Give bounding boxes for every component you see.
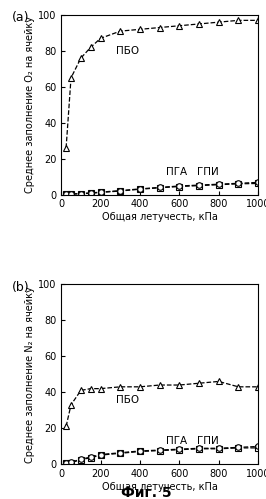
X-axis label: Общая летучесть, кПа: Общая летучесть, кПа xyxy=(102,482,218,492)
Text: ГПИ: ГПИ xyxy=(197,167,219,177)
Text: (b): (b) xyxy=(12,281,30,294)
Y-axis label: Среднее заполнение N₂ на ячейку: Среднее заполнение N₂ на ячейку xyxy=(25,286,35,463)
X-axis label: Общая летучесть, кПа: Общая летучесть, кПа xyxy=(102,212,218,222)
Text: ПГА: ПГА xyxy=(165,436,187,446)
Text: ПБО: ПБО xyxy=(116,395,139,405)
Text: (a): (a) xyxy=(12,11,30,24)
Text: ГПИ: ГПИ xyxy=(197,436,219,446)
Text: ПГА: ПГА xyxy=(165,167,187,177)
Y-axis label: Среднее заполнение O₂ на ячейку: Среднее заполнение O₂ на ячейку xyxy=(25,16,35,193)
Text: ПБО: ПБО xyxy=(116,46,139,56)
Text: Фиг. 5: Фиг. 5 xyxy=(121,486,172,499)
